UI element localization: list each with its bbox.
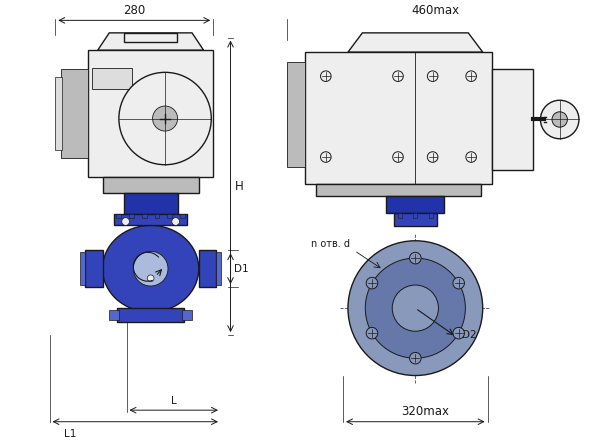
Bar — [129, 214, 134, 218]
Circle shape — [427, 152, 438, 162]
Circle shape — [134, 251, 168, 286]
Circle shape — [427, 71, 438, 82]
Ellipse shape — [102, 225, 199, 312]
Bar — [92, 67, 132, 89]
Circle shape — [466, 71, 476, 82]
Bar — [114, 214, 187, 225]
Circle shape — [152, 106, 177, 131]
Circle shape — [540, 100, 579, 139]
Bar — [180, 214, 185, 218]
Text: D2: D2 — [462, 330, 477, 340]
Bar — [85, 250, 102, 287]
Bar — [316, 184, 481, 195]
Bar — [429, 213, 433, 218]
Bar — [394, 213, 437, 226]
Bar — [492, 69, 532, 169]
Bar — [109, 310, 119, 320]
Circle shape — [466, 152, 476, 162]
Text: L1: L1 — [64, 430, 76, 439]
Circle shape — [147, 275, 154, 282]
Circle shape — [122, 218, 129, 225]
Circle shape — [365, 258, 465, 358]
Bar — [102, 177, 199, 193]
Bar — [124, 193, 177, 214]
Bar — [398, 213, 402, 218]
Circle shape — [320, 152, 331, 162]
Bar — [287, 62, 304, 167]
Text: 280: 280 — [123, 4, 145, 16]
Bar — [183, 310, 192, 320]
Text: D1: D1 — [235, 264, 249, 274]
Circle shape — [366, 327, 378, 339]
Bar — [167, 214, 172, 218]
Bar — [387, 195, 444, 213]
Circle shape — [392, 71, 403, 82]
Circle shape — [552, 112, 567, 127]
Text: 460max: 460max — [411, 4, 460, 16]
Circle shape — [119, 72, 211, 165]
Circle shape — [172, 218, 180, 225]
Circle shape — [392, 285, 439, 331]
Circle shape — [453, 277, 465, 289]
Bar — [414, 213, 417, 218]
Bar — [61, 69, 88, 158]
Circle shape — [410, 352, 421, 364]
Circle shape — [348, 241, 483, 376]
Bar — [199, 250, 216, 287]
Polygon shape — [348, 33, 483, 52]
Bar — [116, 214, 121, 218]
Polygon shape — [98, 33, 203, 50]
Bar — [124, 33, 177, 42]
Circle shape — [392, 152, 403, 162]
Text: L: L — [171, 396, 177, 406]
Text: n отв. d: n отв. d — [311, 239, 350, 249]
Bar — [216, 252, 221, 285]
Bar — [56, 77, 62, 150]
Bar — [304, 52, 492, 184]
Text: 320max: 320max — [401, 405, 449, 418]
Bar — [117, 308, 184, 321]
Bar — [80, 252, 85, 285]
Circle shape — [366, 277, 378, 289]
Bar — [88, 50, 213, 177]
Circle shape — [320, 71, 331, 82]
Circle shape — [453, 327, 465, 339]
Bar — [142, 214, 147, 218]
Bar — [155, 214, 160, 218]
Text: H: H — [235, 180, 243, 193]
Circle shape — [410, 252, 421, 264]
